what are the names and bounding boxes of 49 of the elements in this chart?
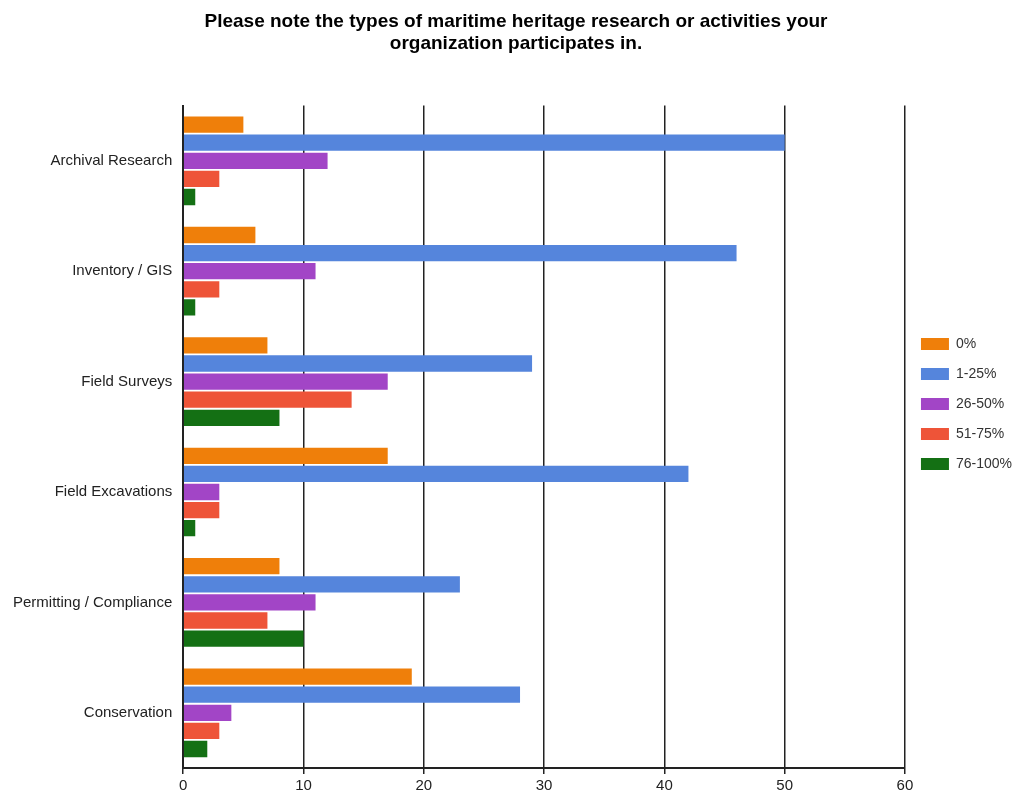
bar xyxy=(183,337,268,354)
legend-label: 76-100% xyxy=(955,454,1013,471)
bar xyxy=(183,465,689,483)
x-tick-label: 50 xyxy=(776,776,794,794)
x-tick-label: 30 xyxy=(535,776,553,794)
bar xyxy=(183,501,220,519)
bar xyxy=(183,686,521,703)
y-tick-label: Field Excavations xyxy=(54,482,173,500)
bar xyxy=(183,447,388,464)
bar xyxy=(183,483,220,501)
bar xyxy=(183,299,196,316)
bar xyxy=(183,409,280,426)
x-tick-label: 20 xyxy=(415,776,433,794)
legend-label: 51-75% xyxy=(955,424,1005,441)
bar xyxy=(183,244,737,262)
bar xyxy=(183,630,304,647)
bar xyxy=(183,612,268,629)
y-tick-label: Archival Research xyxy=(50,150,173,168)
bar xyxy=(183,226,256,244)
y-tick-label: Field Surveys xyxy=(81,371,173,389)
bar xyxy=(183,116,244,133)
bar xyxy=(183,558,280,575)
bar xyxy=(183,594,316,611)
chart-title: Please note the types of maritime heritage research or activities your organization participates in. xyxy=(204,9,829,54)
bar xyxy=(183,188,196,206)
legend-label: 1-25% xyxy=(955,364,997,381)
bar xyxy=(183,391,352,408)
bar xyxy=(183,704,232,721)
bar xyxy=(183,170,220,188)
bar xyxy=(183,134,785,151)
legend-label: 26-50% xyxy=(955,394,1005,411)
bar xyxy=(183,373,388,390)
bar xyxy=(183,576,460,593)
y-tick-label: Permitting / Compliance xyxy=(12,592,173,610)
bar xyxy=(183,355,533,372)
x-tick-label: 40 xyxy=(656,776,673,794)
legend-label: 0% xyxy=(955,334,977,351)
y-tick-label: Conservation xyxy=(83,702,173,720)
bar xyxy=(183,281,220,298)
bar xyxy=(183,152,328,169)
bar xyxy=(183,722,220,740)
bar xyxy=(183,668,412,685)
x-tick-label: 60 xyxy=(896,776,914,794)
x-tick-label: 10 xyxy=(295,776,312,794)
bar xyxy=(183,520,196,537)
y-tick-label: Inventory / GIS xyxy=(72,261,173,279)
bar xyxy=(183,740,208,758)
bar xyxy=(183,263,316,280)
x-tick-label: 0 xyxy=(179,776,188,794)
